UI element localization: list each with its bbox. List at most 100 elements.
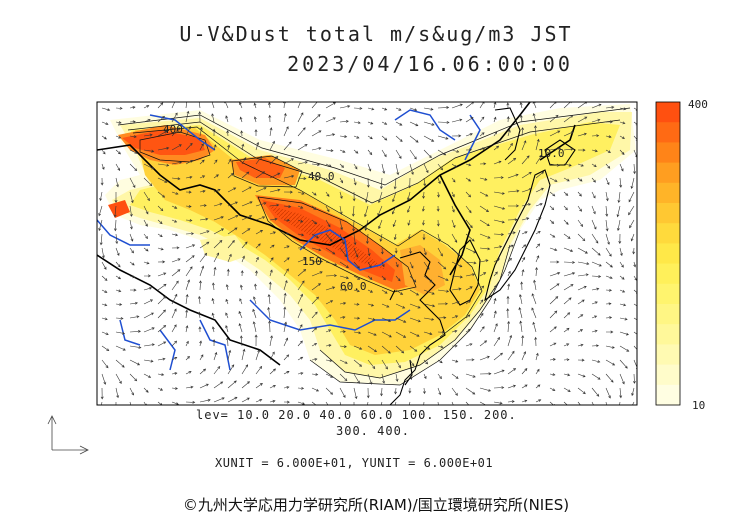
wind-arrow bbox=[577, 247, 588, 254]
wind-arrow bbox=[577, 387, 586, 395]
wind-arrow bbox=[171, 340, 178, 347]
wind-arrow bbox=[157, 357, 166, 361]
wind-arrow bbox=[479, 259, 489, 263]
wind-arrow bbox=[101, 261, 107, 270]
wind-arrow bbox=[339, 261, 349, 268]
wind-arrow bbox=[269, 335, 273, 347]
wind-arrow bbox=[311, 205, 317, 210]
wind-arrow bbox=[311, 147, 322, 151]
wind-arrow bbox=[409, 373, 413, 380]
wind-arrow bbox=[325, 387, 334, 395]
wind-arrow bbox=[577, 191, 582, 197]
wind-arrow bbox=[101, 303, 108, 307]
wind-arrow bbox=[213, 239, 223, 249]
wind-arrow bbox=[451, 301, 460, 305]
wind-arrow bbox=[507, 231, 516, 235]
wind-arrow bbox=[339, 275, 350, 280]
wind-arrow bbox=[143, 177, 153, 187]
wind-arrow bbox=[241, 171, 250, 179]
wind-arrow bbox=[241, 143, 245, 151]
wind-arrow bbox=[437, 120, 450, 124]
wind-arrow bbox=[269, 140, 275, 151]
wind-arrow bbox=[185, 218, 193, 222]
wind-arrow bbox=[199, 398, 211, 403]
wind-arrow bbox=[378, 191, 383, 204]
wind-arrow bbox=[143, 387, 149, 393]
wind-arrow bbox=[129, 219, 133, 230]
wind-arrow bbox=[605, 191, 609, 202]
wind-arrow bbox=[465, 300, 471, 305]
wind-arrow bbox=[535, 384, 541, 389]
map-frame bbox=[96, 101, 638, 406]
wind-arrow bbox=[325, 191, 330, 197]
wind-arrow bbox=[115, 302, 123, 306]
wind-arrow bbox=[365, 191, 369, 203]
wind-arrow bbox=[213, 159, 218, 165]
wind-arrow bbox=[605, 316, 613, 320]
wind-arrow bbox=[353, 106, 363, 110]
wind-arrow bbox=[98, 205, 103, 217]
wind-arrow bbox=[157, 247, 164, 251]
wind-arrow bbox=[297, 268, 307, 277]
wind-arrow bbox=[591, 191, 596, 199]
wind-arrow bbox=[143, 343, 155, 347]
wind-arrow bbox=[423, 261, 430, 270]
wind-arrow bbox=[157, 260, 166, 264]
wind-arrow bbox=[213, 397, 225, 403]
wind-arrow bbox=[479, 177, 488, 181]
wind-arrow bbox=[100, 177, 104, 186]
wind-arrow bbox=[339, 233, 345, 245]
wind-arrow bbox=[353, 359, 363, 367]
wind-arrow bbox=[437, 289, 450, 293]
wind-arrow bbox=[605, 275, 613, 279]
wind-arrow bbox=[185, 385, 194, 389]
wind-arrow bbox=[239, 335, 243, 347]
wind-arrow bbox=[213, 381, 224, 389]
colorbar-swatch bbox=[656, 324, 680, 345]
wind-arrow bbox=[423, 317, 435, 321]
wind-arrow bbox=[157, 373, 165, 376]
wind-arrow bbox=[465, 273, 476, 277]
wind-arrow bbox=[493, 323, 498, 333]
wind-arrow bbox=[213, 266, 217, 277]
wind-arrow bbox=[325, 233, 333, 242]
wind-arrow bbox=[563, 401, 568, 405]
wind-arrow bbox=[437, 330, 445, 334]
wind-arrow bbox=[563, 373, 571, 377]
wind-arrow bbox=[199, 265, 205, 277]
wind-arrow bbox=[199, 230, 210, 235]
wind-arrow bbox=[577, 373, 586, 378]
wind-arrow bbox=[606, 330, 614, 334]
wind-arrow bbox=[409, 303, 421, 309]
wind-arrow bbox=[577, 358, 585, 362]
rivers bbox=[97, 109, 481, 371]
wind-arrow bbox=[395, 359, 401, 369]
wind-arrow bbox=[367, 331, 377, 336]
wind-arrow bbox=[633, 345, 637, 351]
wind-arrow bbox=[563, 247, 574, 252]
wind-arrow bbox=[395, 107, 402, 111]
wind-arrow bbox=[465, 261, 477, 265]
wind-arrow bbox=[297, 127, 306, 137]
wind-arrow bbox=[115, 233, 119, 245]
wind-arrow bbox=[493, 336, 500, 347]
wind-arrow bbox=[283, 321, 288, 333]
wind-arrow bbox=[465, 343, 473, 347]
wind-arrow bbox=[185, 102, 188, 109]
wind-arrow bbox=[437, 345, 444, 349]
wind-arrow bbox=[255, 141, 260, 151]
wind-arrow bbox=[353, 289, 360, 293]
wind-arrow bbox=[605, 247, 612, 257]
wind-arrow bbox=[507, 204, 520, 208]
wind-arrow bbox=[129, 387, 134, 396]
wind-arrow bbox=[367, 359, 376, 370]
wind-arrow bbox=[563, 163, 572, 167]
wind-arrow bbox=[268, 114, 272, 123]
wind-arrow bbox=[143, 247, 149, 252]
wind-arrow bbox=[549, 191, 556, 197]
wind-arrow bbox=[563, 147, 574, 151]
wind-arrow bbox=[367, 317, 376, 321]
wind-arrow bbox=[395, 289, 404, 295]
wind-arrow bbox=[143, 274, 151, 278]
wind-arrow bbox=[591, 205, 596, 215]
